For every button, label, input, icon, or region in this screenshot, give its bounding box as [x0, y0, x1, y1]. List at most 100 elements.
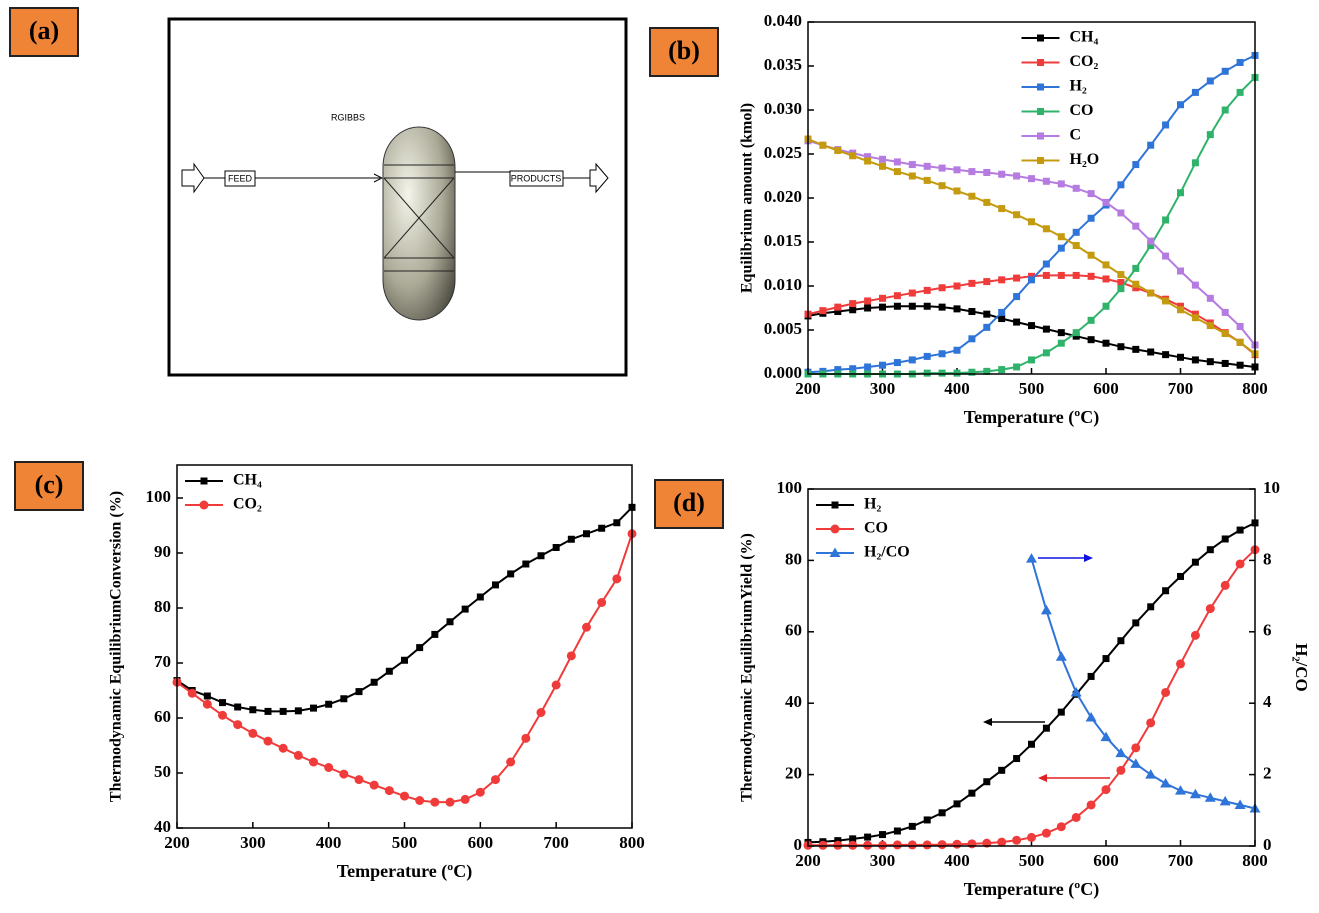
marker: [938, 809, 946, 817]
marker: [1220, 580, 1230, 590]
legend-marker: [830, 524, 840, 534]
marker: [938, 303, 946, 311]
marker: [461, 605, 469, 613]
marker: [967, 839, 977, 849]
marker: [1221, 330, 1229, 338]
marker: [864, 304, 872, 312]
marker: [849, 365, 857, 373]
marker: [893, 158, 901, 166]
marker: [893, 302, 901, 310]
marker: [1028, 272, 1035, 280]
y-tick-label: 0.025: [764, 143, 802, 162]
marker: [1236, 526, 1244, 534]
marker: [908, 302, 916, 310]
legend-label: H₂: [1070, 78, 1087, 95]
marker: [613, 519, 621, 527]
marker: [1206, 322, 1214, 330]
y-axis-label: Thermodynamic EquilibriumYield (%): [739, 533, 756, 802]
series-line: [807, 138, 1256, 355]
x-tick-label: 800: [619, 833, 645, 852]
marker: [1100, 731, 1112, 742]
legend-marker: [199, 500, 209, 510]
marker: [325, 700, 333, 708]
marker: [1162, 587, 1170, 595]
marker: [1102, 302, 1110, 310]
marker: [218, 710, 227, 720]
marker: [893, 292, 901, 300]
marker: [1072, 228, 1080, 236]
marker: [340, 695, 348, 703]
marker: [1147, 348, 1155, 356]
marker: [445, 797, 455, 807]
marker: [1070, 686, 1082, 697]
marker: [1132, 619, 1140, 627]
y-axis-label: Equilibrium amount (kmol): [739, 103, 756, 293]
x-tick-label: 400: [944, 379, 970, 398]
x-tick-label: 500: [1019, 379, 1045, 398]
marker: [1013, 755, 1021, 763]
marker: [834, 303, 842, 311]
arrow: [983, 718, 992, 726]
marker: [1190, 630, 1200, 640]
marker: [1221, 308, 1229, 316]
marker: [1072, 329, 1080, 337]
y-tick-label: 0.035: [764, 55, 802, 74]
marker: [1132, 345, 1140, 353]
x-tick-label: 300: [870, 379, 896, 398]
marker: [202, 699, 212, 709]
marker: [892, 840, 902, 850]
marker: [819, 141, 827, 149]
marker: [1177, 267, 1184, 275]
marker: [1102, 275, 1110, 283]
marker: [506, 757, 516, 767]
marker: [1057, 244, 1065, 252]
y2-axis-label: H₂/CO: [1292, 643, 1311, 692]
marker: [385, 667, 393, 675]
marker: [1115, 747, 1127, 758]
marker: [849, 152, 857, 160]
marker: [1132, 264, 1140, 272]
marker: [908, 161, 916, 169]
marker: [953, 305, 961, 313]
x-axis-label: Temperature (ºC): [964, 879, 1099, 900]
legend-marker: [1037, 108, 1044, 115]
marker: [998, 205, 1006, 213]
marker: [1012, 835, 1022, 845]
legend-marker: [1037, 132, 1044, 140]
marker: [1013, 211, 1021, 219]
marker: [234, 703, 242, 711]
marker: [1147, 237, 1155, 245]
marker: [908, 356, 916, 364]
legend-label: CO₂: [233, 496, 262, 513]
y-tick-label: 40: [785, 692, 802, 711]
plot-frame: [807, 21, 1256, 375]
marker: [1147, 603, 1155, 611]
marker: [1132, 222, 1140, 230]
marker: [907, 840, 917, 850]
plot-frame: [807, 488, 1256, 847]
marker: [908, 289, 916, 297]
marker: [1117, 343, 1125, 351]
marker: [937, 840, 947, 850]
y2-tick-label: 8: [1263, 549, 1272, 568]
marker: [968, 368, 976, 376]
marker: [998, 366, 1006, 374]
y2-tick-label: 4: [1263, 692, 1272, 711]
marker: [849, 835, 857, 843]
marker: [1175, 785, 1186, 795]
panel-label: (a): [29, 16, 59, 45]
marker: [1221, 106, 1229, 114]
reactor-label: RGIBBS: [331, 112, 365, 122]
legend-marker: [831, 501, 839, 509]
marker: [1087, 251, 1095, 259]
y-tick-label: 100: [146, 487, 172, 506]
products-label: PRODUCTS: [511, 173, 562, 183]
marker: [923, 816, 931, 824]
marker: [1206, 294, 1214, 302]
y2-tick-label: 6: [1263, 621, 1272, 640]
x-tick-label: 300: [240, 833, 266, 852]
reactor-internals: [383, 164, 455, 272]
y-tick-label: 40: [154, 817, 171, 836]
marker: [923, 369, 931, 377]
marker: [952, 839, 962, 849]
